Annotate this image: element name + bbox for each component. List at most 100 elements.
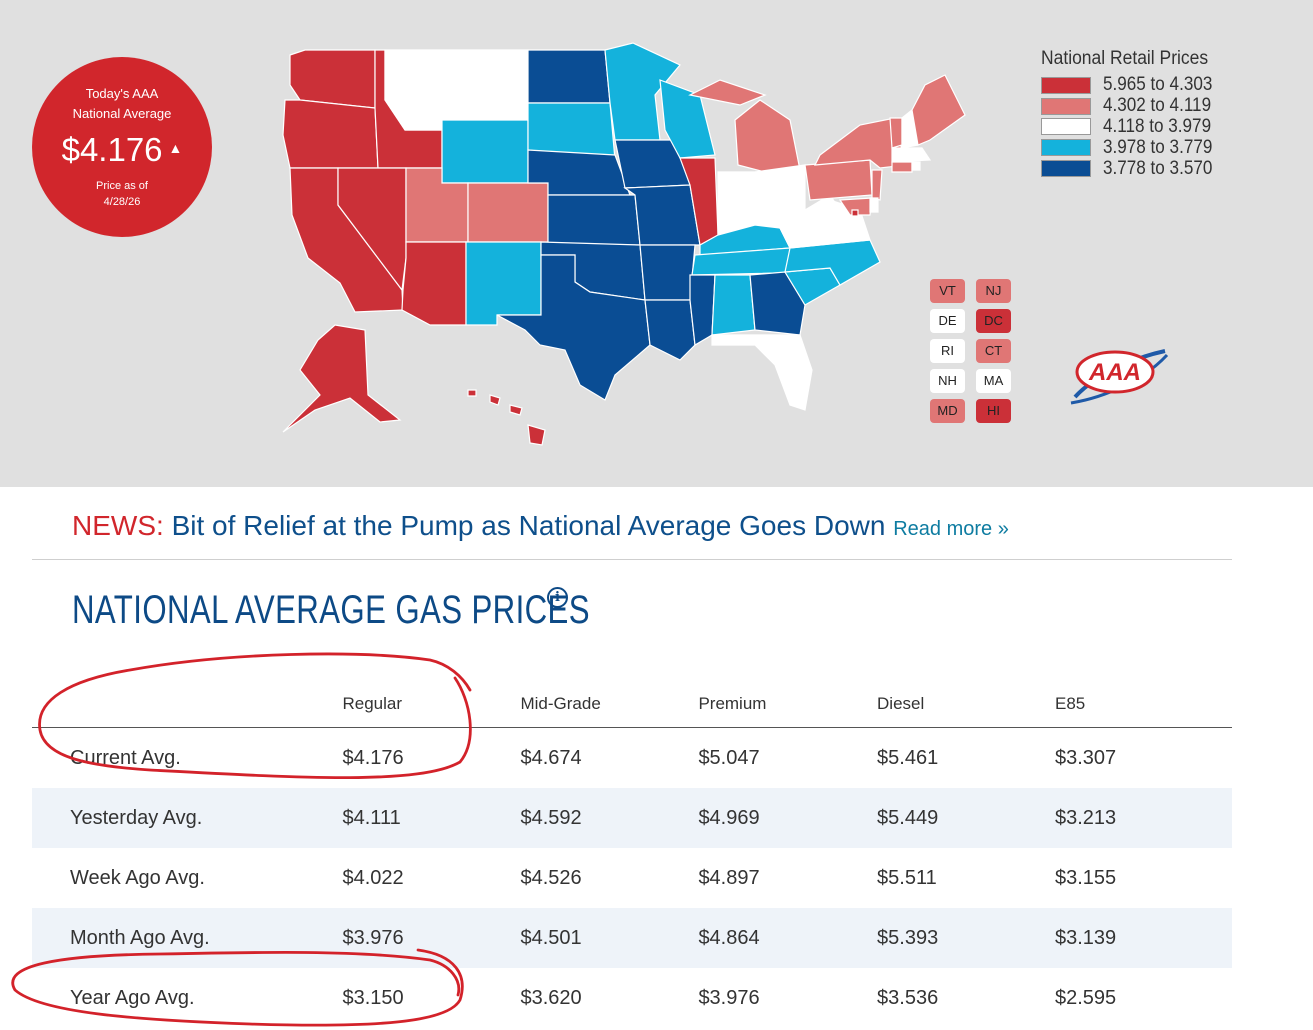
state-maine [911, 74, 966, 146]
state-alaska [282, 324, 402, 433]
header-e85: E85 [1053, 680, 1232, 728]
price-cell: $4.176 [342, 746, 404, 769]
state-badge-ma[interactable]: MA [976, 369, 1011, 393]
state-connecticut [891, 161, 913, 173]
state-badge-dc[interactable]: DC [976, 309, 1011, 333]
price-cell: $3.139 [1053, 908, 1232, 968]
header-regular: Regular [341, 680, 520, 728]
price-cell: $3.155 [1054, 866, 1117, 889]
price-cell: $4.111 [341, 788, 520, 848]
row-label: Year Ago Avg. [70, 986, 195, 1009]
info-icon[interactable]: i [547, 587, 568, 608]
price-legend: National Retail Prices 5.965 to 4.303 4.… [1041, 48, 1225, 179]
state-hawaii-oahu [489, 394, 501, 406]
state-georgia [749, 271, 806, 336]
legend-title: National Retail Prices [1041, 48, 1209, 69]
state-badge-nj[interactable]: NJ [976, 279, 1011, 303]
state-oregon [282, 99, 379, 169]
logo-text: AAA [1088, 359, 1141, 386]
news-headline[interactable]: Bit of Relief at the Pump as National Av… [171, 510, 886, 541]
state-dc [851, 209, 859, 217]
table-row: Week Ago Avg. $4.022 $4.526 $4.897 $5.51… [32, 848, 1232, 908]
legend-range: 4.118 to 3.979 [1103, 116, 1212, 137]
price-cell: $3.213 [1053, 788, 1232, 848]
state-minnesota [604, 42, 681, 141]
state-wyoming [441, 119, 529, 184]
legend-swatch [1041, 76, 1091, 94]
price-cell: $4.526 [520, 866, 582, 889]
price-cell: $3.307 [1054, 746, 1117, 769]
state-pennsylvania [804, 159, 873, 201]
state-badge-nh[interactable]: NH [930, 369, 965, 393]
price-cell: $5.461 [877, 746, 939, 769]
header-diesel: Diesel [876, 680, 1054, 728]
legend-swatch [1041, 160, 1091, 178]
us-price-map[interactable] [0, 0, 1313, 487]
table-row: Year Ago Avg. $3.150 $3.620 $3.976 $3.53… [32, 968, 1232, 1028]
legend-swatch [1041, 139, 1091, 157]
price-cell: $3.976 [341, 908, 520, 968]
divider [32, 559, 1232, 560]
state-badge-de[interactable]: DE [930, 309, 965, 333]
table-header-row: Regular Mid-Grade Premium Diesel E85 [32, 680, 1232, 728]
up-triangle-icon: ▲ [168, 140, 183, 157]
news-tag: NEWS: [72, 510, 164, 541]
state-north-dakota [527, 49, 611, 104]
state-kansas [547, 194, 641, 246]
state-badge-ri[interactable]: RI [930, 339, 965, 363]
state-arkansas [639, 244, 696, 301]
price-cell: $5.449 [876, 788, 1054, 848]
price-cell: $3.536 [877, 986, 939, 1009]
legend-item: 3.978 to 3.779 [1041, 137, 1225, 158]
state-hawaii-maui [509, 404, 523, 416]
price-cell: $4.969 [697, 788, 877, 848]
legend-swatch [1041, 118, 1091, 136]
price-cell: $4.864 [697, 908, 877, 968]
price-date-label: Price as of 4/28/26 [96, 180, 148, 208]
state-badge-vt[interactable]: VT [930, 279, 965, 303]
price-cell: $2.595 [1054, 986, 1117, 1009]
legend-item: 3.778 to 3.570 [1041, 158, 1225, 179]
row-label: Yesterday Avg. [32, 788, 342, 848]
legend-range: 5.965 to 4.303 [1103, 74, 1213, 96]
state-florida [711, 334, 813, 411]
legend-swatch [1041, 97, 1091, 115]
price-cell: $5.047 [698, 746, 760, 769]
state-new-jersey [871, 169, 883, 201]
state-badge-hi[interactable]: HI [976, 399, 1011, 423]
state-michigan-up [688, 79, 767, 106]
price-cell: $3.976 [698, 986, 760, 1009]
national-average-price: $4.176 [61, 131, 163, 168]
legend-range: 3.978 to 3.779 [1103, 136, 1213, 158]
table-row: Month Ago Avg. $3.976 $4.501 $4.864 $5.3… [32, 908, 1232, 968]
price-cell: $4.674 [520, 746, 582, 769]
state-indiana [717, 171, 756, 236]
header-premium: Premium [697, 680, 877, 728]
table-row: Yesterday Avg. $4.111 $4.592 $4.969 $5.4… [32, 788, 1232, 848]
header-mid-grade: Mid-Grade [519, 680, 698, 728]
price-cell: $4.501 [519, 908, 698, 968]
aaa-logo-icon[interactable]: AAA [1067, 345, 1172, 410]
state-arizona [401, 241, 467, 326]
row-label: Month Ago Avg. [32, 908, 342, 968]
price-cell: $3.620 [520, 986, 582, 1009]
row-label: Current Avg. [70, 746, 181, 769]
read-more-link[interactable]: Read more » [893, 518, 1009, 540]
state-mississippi [689, 274, 716, 346]
section-title: NATIONAL AVERAGE GAS PRICES [72, 588, 590, 632]
price-cell: $4.897 [698, 866, 760, 889]
table-row: Current Avg. $4.176 $4.674 $5.047 $5.461… [32, 728, 1232, 789]
state-colorado [467, 182, 549, 243]
header-blank [32, 680, 342, 728]
national-average-label: Today's AAA National Average [72, 86, 172, 121]
state-massachusetts [891, 147, 932, 163]
national-average-badge: Today's AAA National Average $4.176 ▲ Pri… [32, 57, 212, 237]
news-banner: NEWS: Bit of Relief at the Pump as Natio… [72, 510, 1009, 542]
state-vermont [889, 117, 903, 149]
state-alabama [711, 274, 756, 336]
state-maryland [838, 197, 873, 216]
state-rhode-island [911, 161, 921, 171]
state-delaware [869, 197, 879, 213]
state-badge-ct[interactable]: CT [976, 339, 1011, 363]
state-badge-md[interactable]: MD [930, 399, 965, 423]
